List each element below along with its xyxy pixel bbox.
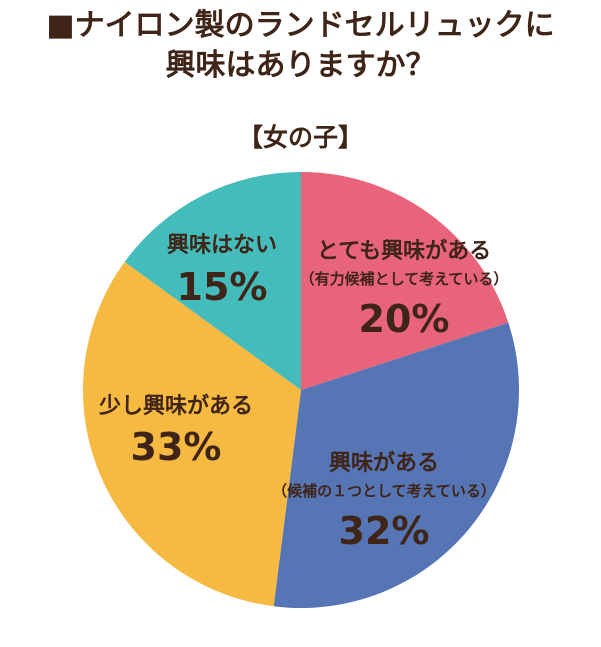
pie-slice-2 <box>273 322 519 608</box>
slice-value-4: 15% <box>177 265 268 309</box>
slice-label-3: 少し興味がある <box>98 393 253 419</box>
slice-sublabel-2: （候補の１つとして考えている） <box>272 482 496 500</box>
pie-slice-3 <box>82 261 301 607</box>
pie-slice-1 <box>301 172 509 390</box>
slice-label-4: 興味はない <box>167 233 277 258</box>
pie-slice-4 <box>124 172 301 390</box>
slice-label-2: 興味がある <box>329 450 439 476</box>
slice-value-2: 32% <box>339 509 430 553</box>
slice-value-3: 33% <box>131 425 222 469</box>
chart-subtitle: 【女の子】 <box>237 123 363 152</box>
chart-title: ■ナイロン製のランドセルリュックに 興味はありますか？ <box>0 6 601 86</box>
title-line-2: 興味はありますか？ <box>165 48 436 83</box>
slice-label-1: とても興味がある <box>317 238 491 264</box>
slice-sublabel-1: （有力候補として考えている） <box>300 270 509 288</box>
title-line-1: ■ナイロン製のランドセルリュックに <box>46 8 555 43</box>
slice-value-1: 20% <box>359 297 450 341</box>
